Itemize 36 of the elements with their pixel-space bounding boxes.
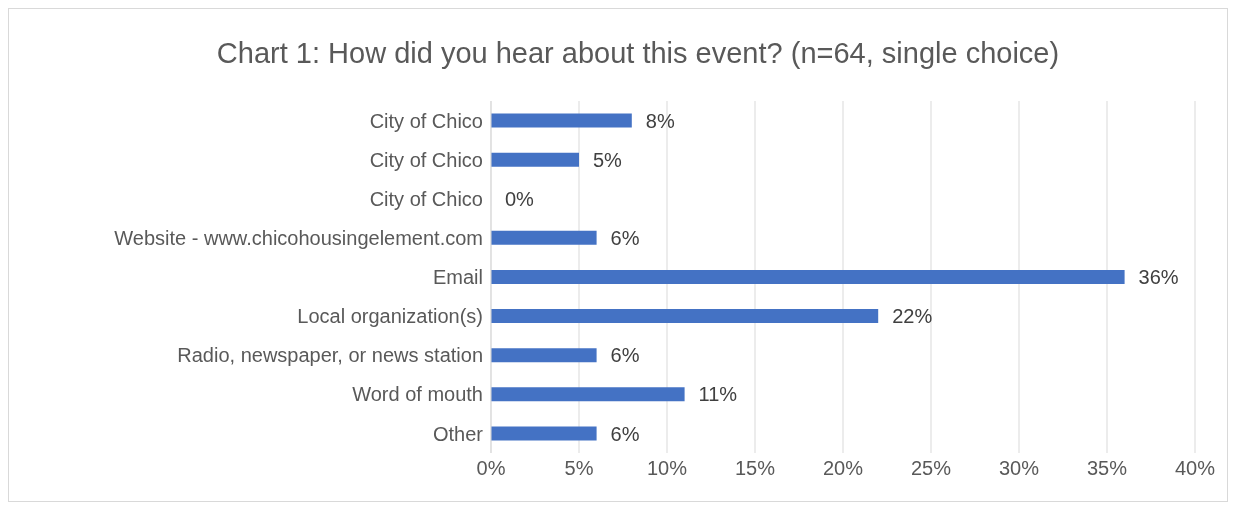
data-label: 6% xyxy=(610,422,640,445)
bar xyxy=(491,387,685,402)
x-tick-label: 25% xyxy=(910,457,952,480)
y-tick-label: Word of mouth xyxy=(352,383,483,406)
data-label: 11% xyxy=(698,383,738,406)
x-tick-label: 5% xyxy=(564,457,594,480)
data-label: 22% xyxy=(892,305,933,328)
data-label: 0% xyxy=(505,187,535,210)
y-tick-label: Email xyxy=(432,266,483,289)
x-tick-label: 15% xyxy=(734,457,776,480)
x-tick-label: 10% xyxy=(646,457,688,480)
x-tick-label: 20% xyxy=(822,457,864,480)
x-tick-label: 35% xyxy=(1086,457,1128,480)
x-tick-label: 30% xyxy=(998,457,1040,480)
y-tick-label: Other xyxy=(432,422,484,445)
y-tick-label: City of Chico xyxy=(369,187,483,210)
data-label: 5% xyxy=(593,148,623,171)
bar xyxy=(491,309,879,324)
data-label: 8% xyxy=(645,109,675,132)
y-tick-label: City of Chico xyxy=(369,109,483,132)
chart-title: Chart 1: How did you hear about this event? (n=64, single choice) xyxy=(215,36,1061,71)
bar xyxy=(491,113,632,128)
y-tick-label: Local organization(s) xyxy=(297,305,483,328)
x-tick-label: 40% xyxy=(1174,457,1216,480)
y-tick-label: Radio, newspaper, or news station xyxy=(177,344,483,367)
bar xyxy=(491,230,597,245)
y-tick-label: Website - www.chicohousingelement.com xyxy=(114,226,483,249)
y-tick-label: City of Chico xyxy=(369,148,483,171)
data-label: 6% xyxy=(610,226,640,249)
bar xyxy=(491,426,597,441)
data-label: 36% xyxy=(1138,266,1179,289)
bar xyxy=(491,348,597,363)
x-tick-label: 0% xyxy=(476,457,506,480)
data-label: 6% xyxy=(610,344,640,367)
bar xyxy=(491,269,1125,284)
bar xyxy=(491,152,579,167)
